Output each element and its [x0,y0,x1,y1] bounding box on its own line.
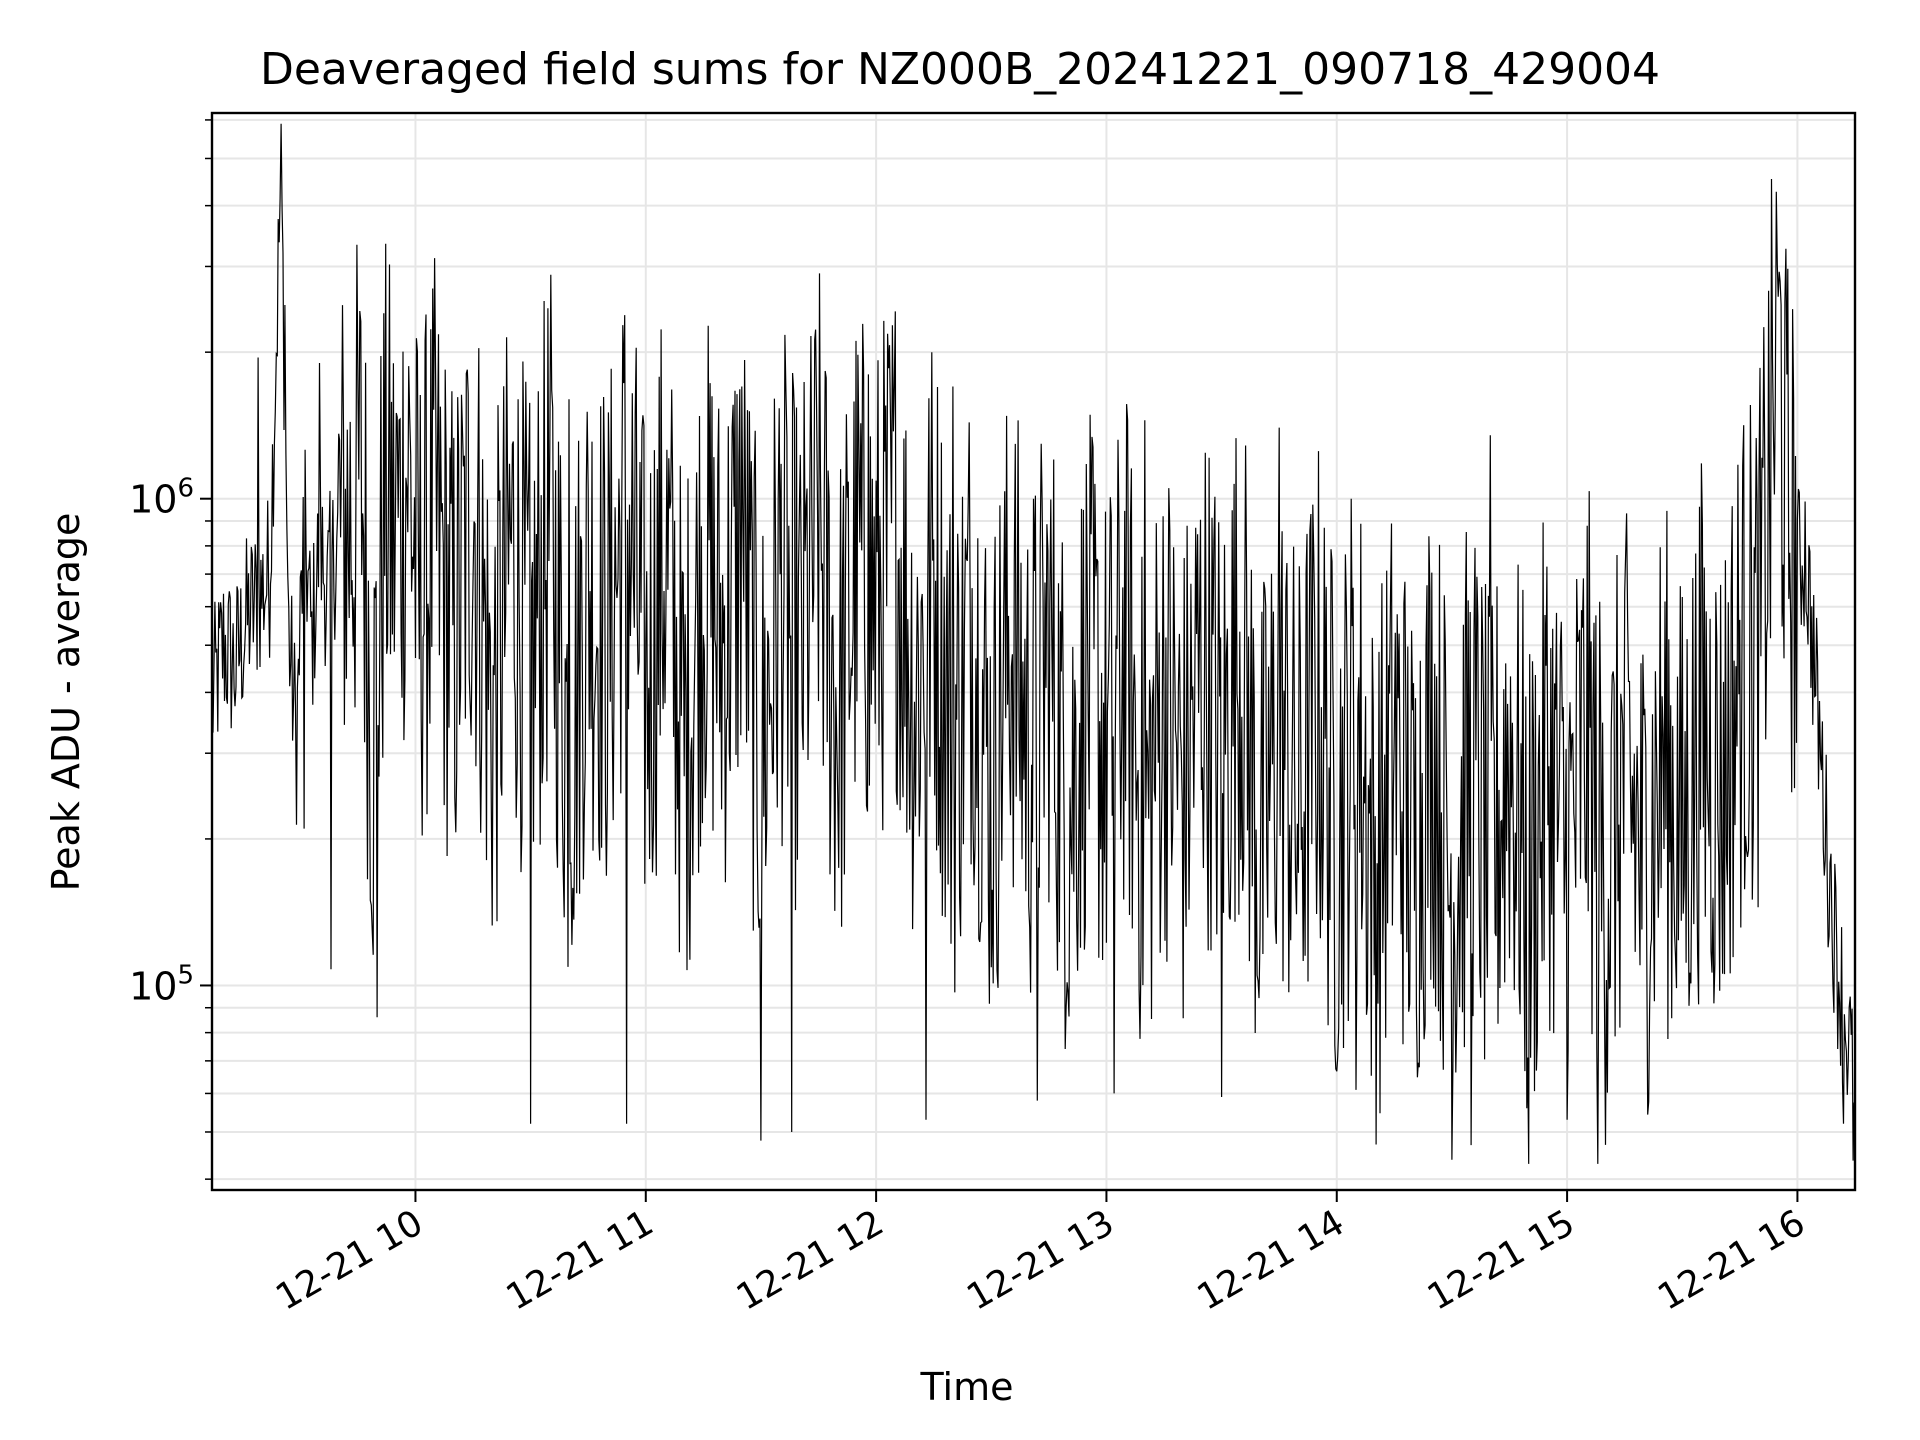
series-line [211,123,1856,1164]
y-tick-label: 106 [129,474,194,522]
x-tick-label: 12-21 15 [1421,1202,1582,1318]
chart-title: Deaveraged field sums for NZ000B_2024122… [259,44,1661,95]
x-tick-label: 12-21 10 [269,1202,430,1318]
y-tick-label: 105 [129,960,194,1008]
x-axis-label: Time [920,1365,1014,1409]
plot-frame [210,111,1857,1192]
x-tick-label: 12-21 14 [1191,1202,1352,1318]
x-tick-label: 12-21 11 [500,1202,661,1318]
x-tick-label: 12-21 12 [730,1202,891,1318]
x-tick-label: 12-21 13 [960,1202,1121,1318]
x-tick-label: 12-21 16 [1651,1202,1812,1318]
data-layer [211,123,1856,1164]
y-axis-label: Peak ADU - average [44,512,88,892]
